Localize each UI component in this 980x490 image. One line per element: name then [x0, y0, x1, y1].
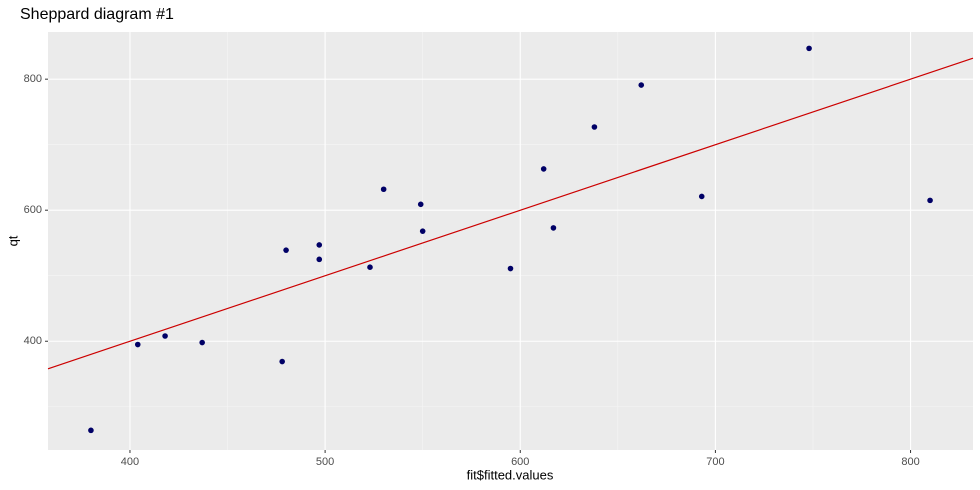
- point: [419, 228, 426, 234]
- point: [591, 124, 598, 130]
- x-tick-label: 600: [511, 456, 529, 468]
- point: [380, 186, 387, 193]
- reference-line: [47, 57, 974, 370]
- chart-title: Sheppard diagram #1: [20, 6, 174, 23]
- point: [316, 242, 323, 248]
- y-axis-label: qt: [5, 235, 20, 246]
- point: [134, 341, 141, 348]
- point: [638, 82, 645, 88]
- point: [283, 247, 289, 253]
- x-tick-label: 700: [706, 456, 724, 468]
- point: [806, 45, 812, 52]
- x-tick-label: 500: [316, 456, 334, 468]
- point: [88, 427, 94, 434]
- point: [162, 333, 168, 339]
- y-tick-label: 800: [24, 73, 42, 85]
- y-tick-label: 400: [24, 335, 42, 347]
- x-tick-label: 400: [121, 456, 139, 468]
- panel: [48, 32, 973, 450]
- point: [417, 201, 424, 208]
- point: [199, 339, 205, 346]
- x-axis-label: fit$fitted.values: [467, 467, 554, 482]
- point: [316, 256, 323, 263]
- point: [927, 197, 933, 204]
- point: [279, 358, 285, 365]
- point: [550, 225, 557, 231]
- point: [698, 193, 705, 200]
- x-tick-label: 800: [901, 456, 919, 468]
- y-tick-label: 600: [24, 204, 42, 216]
- point: [540, 166, 547, 172]
- point: [507, 265, 514, 272]
- point: [367, 264, 373, 271]
